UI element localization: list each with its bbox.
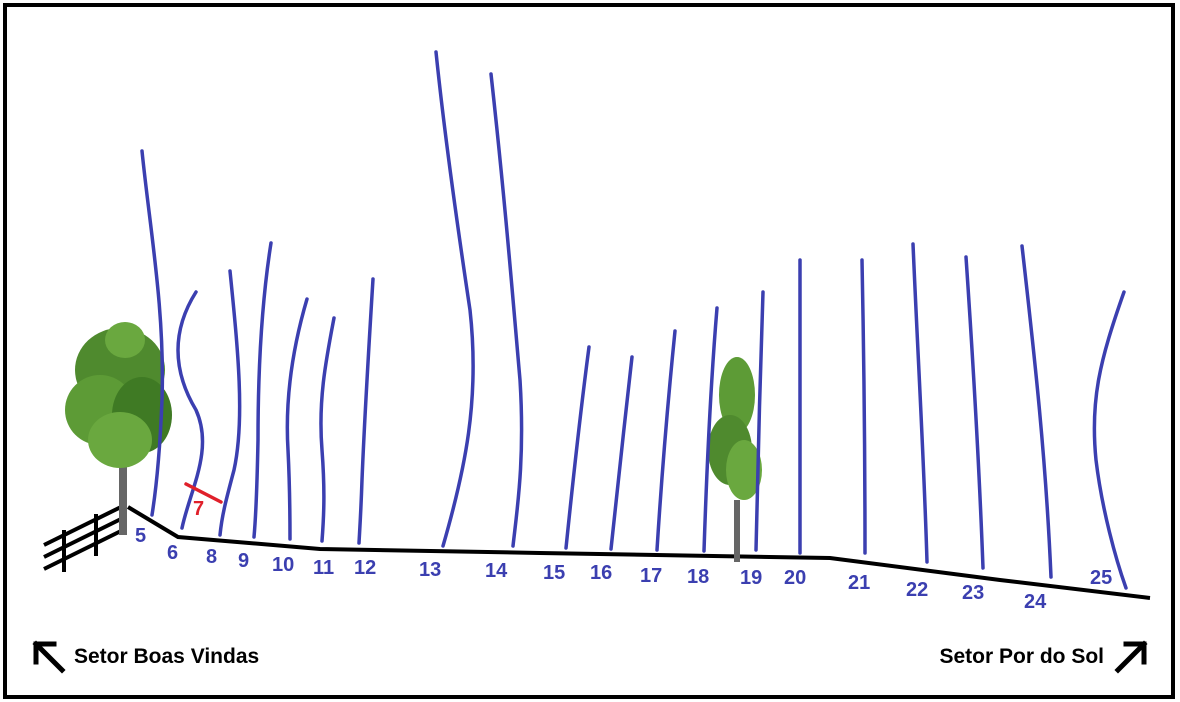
sector-caption-right: Setor Por do Sol (939, 638, 1150, 676)
ground-line (126, 505, 1151, 600)
route-lines (140, 50, 1128, 590)
route-label: 23 (962, 582, 984, 604)
route-line-18 (702, 306, 719, 553)
route-line-6 (176, 290, 205, 530)
route-label: 11 (313, 557, 334, 579)
route-line-23 (964, 255, 985, 570)
route-line-8 (218, 269, 242, 537)
route-line-25 (1092, 290, 1128, 590)
route-label: 25 (1090, 567, 1112, 589)
route-label: 14 (485, 560, 508, 582)
route-line-15 (564, 345, 591, 550)
route-line-9 (252, 241, 273, 539)
sector-label-boas-vindas: Setor Boas Vindas (74, 645, 260, 668)
route-label: 12 (354, 557, 376, 579)
route-label: 24 (1024, 591, 1047, 613)
route-labels: 5 6 7 8 9 10 11 12 13 14 15 16 17 18 19 … (135, 498, 1112, 613)
route-line-16 (609, 355, 634, 551)
tree-icon (65, 322, 172, 535)
route-label: 5 (135, 525, 146, 547)
route-line-5 (140, 149, 165, 517)
route-label: 6 (167, 542, 178, 564)
fence-icon (43, 503, 126, 572)
route-label: 13 (419, 559, 441, 581)
route-label: 8 (206, 546, 217, 568)
route-label: 19 (740, 567, 762, 589)
route-line-22 (911, 242, 929, 564)
tree-icon (708, 357, 762, 562)
route-line-13 (434, 50, 475, 548)
route-line-21 (860, 258, 867, 555)
route-label: 17 (640, 565, 662, 587)
sector-label-por-do-sol: Setor Por do Sol (939, 645, 1104, 668)
route-label: 21 (848, 572, 870, 594)
route-label: 20 (784, 567, 806, 589)
route-line-17 (655, 329, 677, 552)
route-line-14 (489, 72, 524, 548)
route-line-24 (1020, 244, 1053, 579)
arrow-up-left-icon (32, 640, 66, 674)
route-line-10 (285, 297, 309, 541)
route-line-12 (357, 277, 375, 545)
route-label: 15 (543, 562, 565, 584)
arrow-up-right-icon (1114, 640, 1148, 674)
route-label: 10 (272, 554, 294, 576)
frame-border (3, 3, 1175, 699)
route-label: 18 (687, 566, 709, 588)
route-label: 16 (590, 562, 612, 584)
route-line-7 (184, 482, 223, 504)
route-label: 7 (193, 498, 204, 520)
route-line-19 (754, 290, 765, 552)
route-line-11 (319, 316, 336, 543)
route-label: 22 (906, 579, 928, 601)
sector-caption-left: Setor Boas Vindas (30, 638, 259, 676)
route-label: 9 (238, 550, 249, 572)
